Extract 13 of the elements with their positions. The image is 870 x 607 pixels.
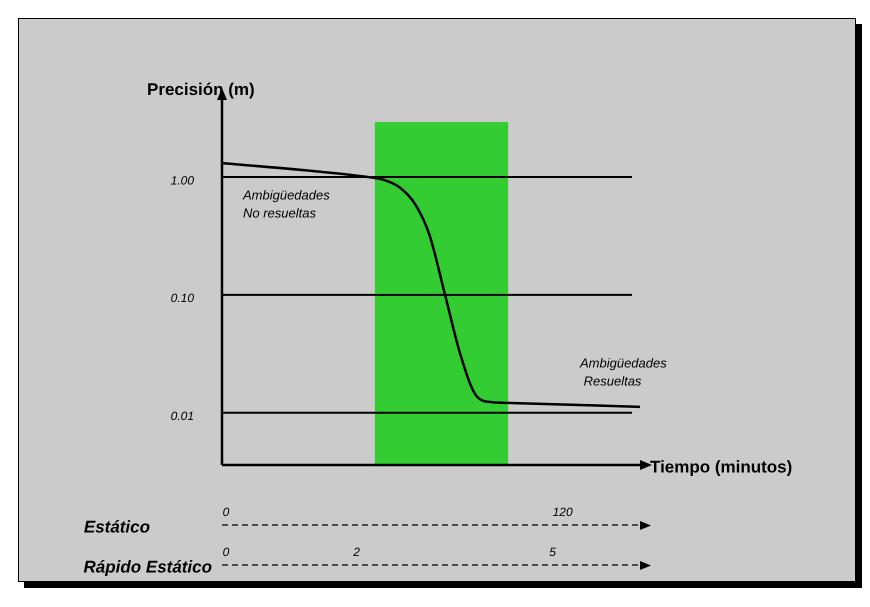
x2-tick-label: 0	[222, 545, 230, 559]
y-tick-label: 0.10	[170, 291, 194, 306]
x2-axis-title: Rápido Estático	[84, 558, 212, 577]
x-axis-title: Tiempo (minutos)	[650, 458, 792, 477]
x-tick-label: 120	[552, 505, 573, 519]
x2-tick-label: 2	[352, 545, 360, 559]
y-axis-title: Precisión (m)	[147, 80, 255, 99]
annotation: Ambigüedades No resueltas	[242, 188, 330, 221]
y-tick-label: 1.00	[170, 173, 194, 188]
text: Estático	[84, 518, 150, 537]
x2-tick-label: 5	[549, 545, 556, 559]
y-tick-label: 0.01	[170, 409, 194, 424]
annotation: Ambigüedades Resueltas	[579, 356, 668, 389]
